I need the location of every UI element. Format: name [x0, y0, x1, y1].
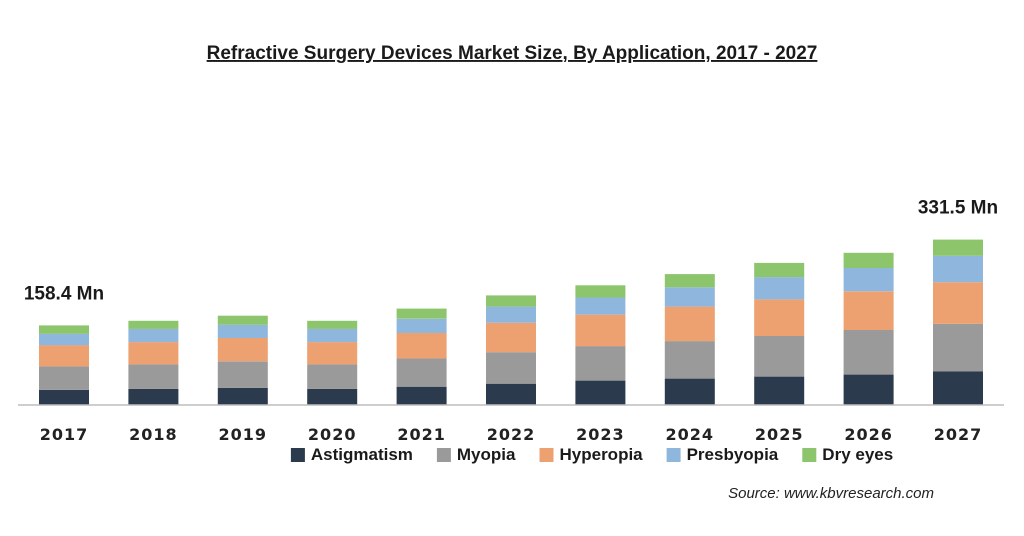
- x-tick-label-2020: 2020: [308, 425, 357, 444]
- bar-segment-myopia-2020: [307, 364, 358, 389]
- bar-segment-hyperopia-2021: [396, 333, 447, 359]
- bar-segment-dry-eyes-2023: [575, 285, 626, 298]
- bar-segment-dry-eyes-2024: [664, 274, 715, 288]
- legend-swatch-myopia: [436, 448, 451, 462]
- bar-segment-astigmatism-2018: [128, 388, 179, 405]
- legend: Astigmatism Myopia Hyperopia Presbyopia Dry …: [290, 445, 893, 464]
- bar-segment-astigmatism-2027: [933, 371, 983, 405]
- bar-segment-astigmatism-2024: [664, 378, 715, 405]
- bar-segment-myopia-2017: [39, 366, 89, 390]
- bar-segment-hyperopia-2024: [664, 306, 715, 342]
- bar-segment-presbyopia-2027: [933, 255, 983, 283]
- bar-segment-astigmatism-2017: [39, 389, 89, 405]
- bar-segment-hyperopia-2017: [39, 345, 89, 367]
- bar-segment-myopia-2025: [754, 336, 805, 377]
- bar-segment-dry-eyes-2018: [128, 320, 179, 329]
- legend-label-astigmatism: Astigmatism: [311, 445, 413, 464]
- bar-segment-myopia-2021: [396, 358, 447, 387]
- bar-segment-presbyopia-2018: [128, 328, 179, 343]
- x-tick-label-2026: 2026: [844, 425, 893, 444]
- bar-segment-dry-eyes-2021: [396, 308, 447, 319]
- x-tick-label-2019: 2019: [219, 425, 268, 444]
- bar-segment-presbyopia-2022: [486, 306, 536, 323]
- bar-segment-myopia-2022: [486, 352, 536, 384]
- legend-swatch-hyperopia: [539, 448, 554, 462]
- bar-segment-presbyopia-2020: [307, 328, 358, 343]
- bar-segment-astigmatism-2023: [575, 380, 626, 405]
- bar-segment-myopia-2024: [664, 341, 715, 379]
- legend-item-astigmatism: Astigmatism: [290, 445, 413, 464]
- bar-segment-astigmatism-2019: [217, 387, 268, 406]
- bar-segment-hyperopia-2020: [307, 342, 358, 365]
- bar-segment-hyperopia-2019: [217, 338, 268, 362]
- bar-segment-astigmatism-2026: [843, 374, 894, 405]
- bar-segment-presbyopia-2017: [39, 334, 89, 346]
- x-tick-label-2021: 2021: [397, 425, 446, 444]
- bar-segment-astigmatism-2022: [486, 383, 536, 405]
- legend-swatch-dry-eyes: [802, 448, 817, 462]
- bar-segment-myopia-2023: [575, 346, 626, 381]
- legend-label-myopia: Myopia: [457, 445, 516, 464]
- legend-label-presbyopia: Presbyopia: [687, 445, 779, 464]
- bar-segment-myopia-2018: [128, 364, 179, 389]
- bar-segment-hyperopia-2023: [575, 314, 626, 347]
- total-label-2017: 158.4 Mn: [24, 283, 104, 304]
- x-tick-label-2023: 2023: [576, 425, 625, 444]
- bar-segment-presbyopia-2024: [664, 287, 715, 307]
- legend-swatch-astigmatism: [290, 448, 305, 462]
- x-tick-label-2017: 2017: [40, 425, 89, 444]
- bar-segment-myopia-2026: [843, 329, 894, 375]
- bar-segment-hyperopia-2026: [843, 291, 894, 330]
- bars-layer: [39, 239, 983, 406]
- bar-segment-presbyopia-2025: [754, 277, 805, 300]
- bar-segment-dry-eyes-2026: [843, 252, 894, 268]
- bar-segment-presbyopia-2026: [843, 268, 894, 292]
- chart-title: Refractive Surgery Devices Market Size, …: [207, 43, 818, 64]
- source-note: Source: www.kbvresearch.com: [728, 485, 934, 502]
- total-annotations: 158.4 Mn 331.5 Mn: [24, 198, 998, 305]
- x-tick-labels: 2017 2018 2019 2020 2021 2022 2023 2024 2025 2026…: [40, 425, 983, 444]
- legend-item-hyperopia: Hyperopia: [539, 445, 644, 464]
- bar-segment-astigmatism-2021: [396, 386, 447, 405]
- legend-label-hyperopia: Hyperopia: [560, 445, 644, 464]
- x-tick-label-2025: 2025: [755, 425, 804, 444]
- bar-segment-astigmatism-2025: [754, 376, 805, 405]
- x-tick-label-2024: 2024: [666, 425, 715, 444]
- legend-item-presbyopia: Presbyopia: [666, 445, 779, 464]
- bar-segment-hyperopia-2022: [486, 322, 536, 353]
- bar-segment-presbyopia-2021: [396, 318, 447, 333]
- bar-segment-hyperopia-2027: [933, 282, 983, 324]
- bar-segment-dry-eyes-2019: [217, 315, 268, 325]
- bar-segment-dry-eyes-2022: [486, 295, 536, 307]
- bar-segment-dry-eyes-2020: [307, 320, 358, 329]
- bar-segment-dry-eyes-2025: [754, 262, 805, 278]
- legend-label-dry-eyes: Dry eyes: [822, 445, 893, 464]
- legend-item-dry-eyes: Dry eyes: [802, 445, 893, 464]
- x-tick-label-2018: 2018: [129, 425, 178, 444]
- bar-segment-presbyopia-2023: [575, 297, 626, 315]
- total-label-2027: 331.5 Mn: [918, 198, 998, 219]
- x-tick-label-2022: 2022: [487, 425, 536, 444]
- bar-segment-dry-eyes-2017: [39, 325, 89, 334]
- x-tick-label-2027: 2027: [934, 425, 983, 444]
- bar-segment-dry-eyes-2027: [933, 239, 983, 256]
- bar-segment-myopia-2027: [933, 323, 983, 372]
- bar-segment-hyperopia-2025: [754, 299, 805, 336]
- bar-segment-myopia-2019: [217, 361, 268, 388]
- bar-segment-hyperopia-2018: [128, 342, 179, 365]
- legend-item-myopia: Myopia: [436, 445, 516, 464]
- legend-swatch-presbyopia: [666, 448, 681, 462]
- bar-segment-astigmatism-2020: [307, 388, 358, 405]
- bar-segment-presbyopia-2019: [217, 324, 268, 338]
